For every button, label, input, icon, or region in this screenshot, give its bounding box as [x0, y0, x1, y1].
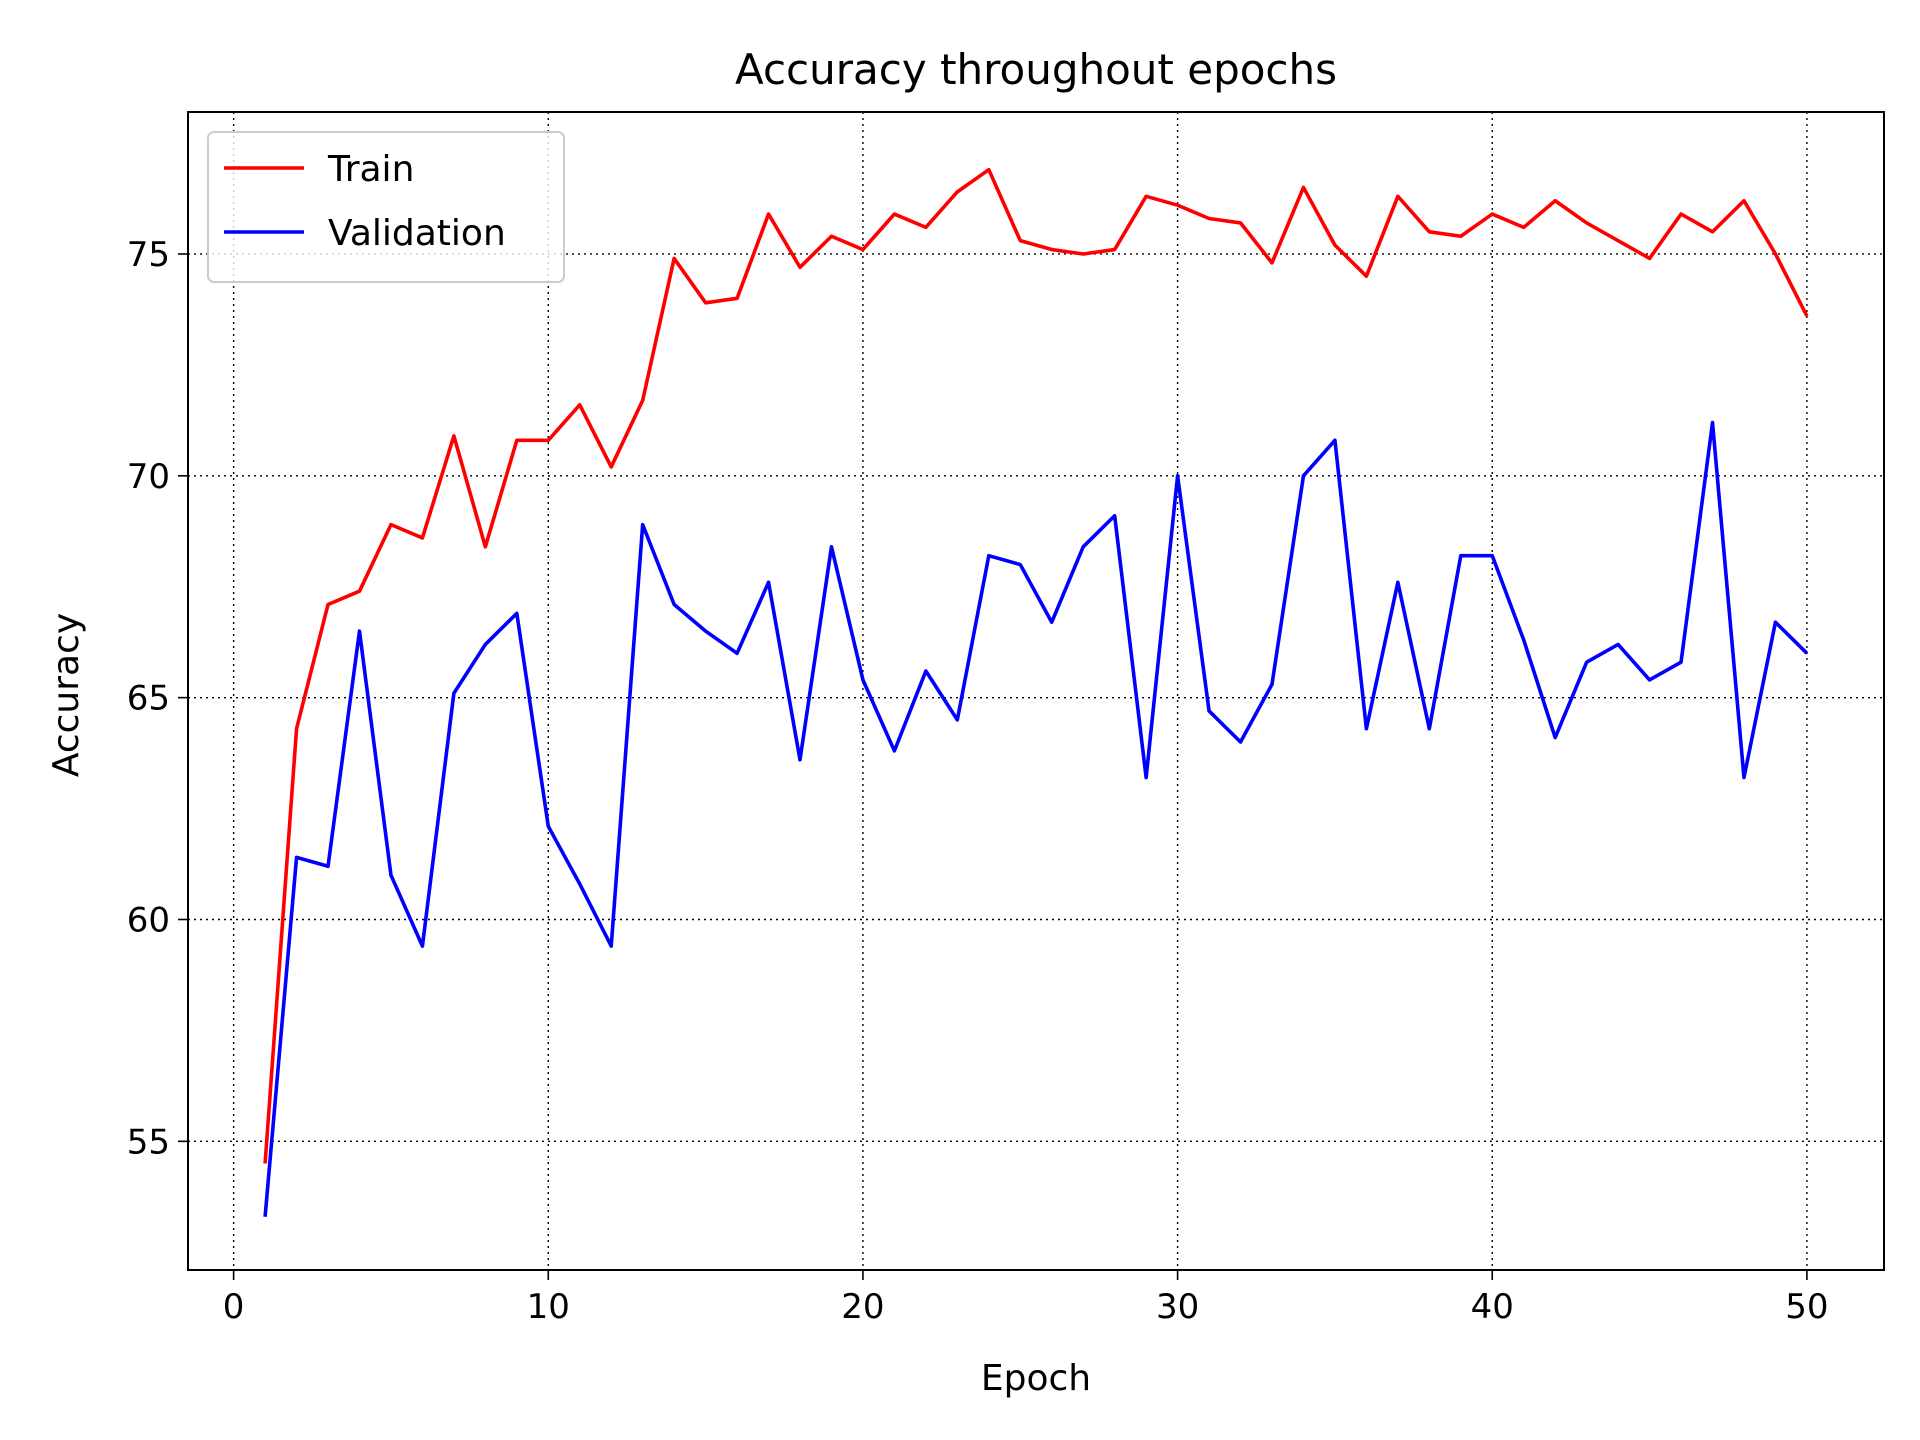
legend-label: Train	[327, 149, 414, 190]
plot-area-frame	[187, 111, 1885, 1271]
series-line-validation	[263, 420, 1809, 1217]
x-tick-label: 20	[841, 1287, 884, 1327]
x-tick-label: 40	[1471, 1287, 1514, 1327]
chart-title: Accuracy throughout epochs	[735, 45, 1337, 94]
y-axis-label: Accuracy	[46, 613, 87, 777]
legend: Train Validation	[207, 131, 565, 283]
y-tick-label: 75	[127, 235, 170, 275]
y-tick-label: 55	[127, 1122, 170, 1162]
x-axis-label: Epoch	[981, 1358, 1091, 1399]
y-tick-label: 70	[127, 457, 170, 497]
x-tick-label: 10	[527, 1287, 570, 1327]
y-tick-label: 65	[127, 679, 170, 719]
series-lines	[263, 167, 1809, 1217]
series-line-train	[263, 167, 1809, 1164]
axis-ticks: 0 10 20 30 40 50 55 60 65 70 75	[127, 235, 1829, 1327]
grid-lines	[188, 112, 1884, 1270]
legend-label: Validation	[328, 213, 506, 254]
x-tick-label: 50	[1785, 1287, 1828, 1327]
y-tick-label: 60	[127, 900, 170, 940]
x-tick-label: 0	[223, 1287, 245, 1327]
x-tick-label: 30	[1156, 1287, 1199, 1327]
